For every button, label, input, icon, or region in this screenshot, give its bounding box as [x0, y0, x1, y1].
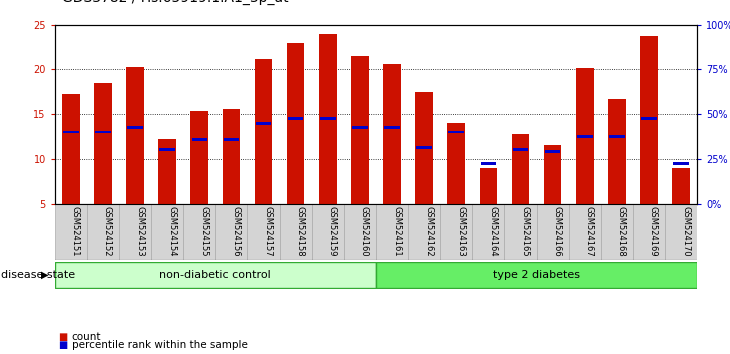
- Text: GSM524169: GSM524169: [649, 206, 658, 257]
- Bar: [352, 126, 368, 129]
- Bar: [448, 131, 464, 133]
- Bar: [191, 138, 207, 141]
- Bar: [440, 204, 472, 260]
- Bar: [191, 112, 208, 204]
- Text: ▶: ▶: [42, 270, 49, 280]
- Text: ■: ■: [58, 332, 68, 342]
- Text: GSM524164: GSM524164: [488, 206, 497, 257]
- Text: type 2 diabetes: type 2 diabetes: [493, 270, 580, 280]
- Bar: [255, 59, 272, 204]
- Bar: [55, 204, 87, 260]
- Text: GSM524166: GSM524166: [553, 206, 561, 257]
- Bar: [62, 93, 80, 204]
- Bar: [312, 204, 344, 260]
- Text: GSM524163: GSM524163: [456, 206, 465, 257]
- Text: GSM524157: GSM524157: [264, 206, 272, 257]
- Bar: [641, 117, 657, 120]
- Text: GSM524167: GSM524167: [585, 206, 593, 257]
- Text: GSM524152: GSM524152: [103, 206, 112, 256]
- Bar: [288, 117, 304, 120]
- Text: GDS3782 / Hs.65919.1.A1_3p_at: GDS3782 / Hs.65919.1.A1_3p_at: [62, 0, 288, 5]
- Bar: [447, 123, 465, 204]
- Bar: [608, 99, 626, 204]
- Bar: [416, 146, 432, 149]
- Bar: [601, 204, 633, 260]
- Bar: [673, 162, 689, 165]
- Bar: [223, 109, 240, 204]
- Bar: [640, 35, 658, 204]
- Text: GSM524160: GSM524160: [360, 206, 369, 257]
- Bar: [376, 262, 697, 288]
- Bar: [512, 148, 529, 152]
- Bar: [280, 204, 312, 260]
- Bar: [95, 131, 111, 133]
- Bar: [63, 131, 79, 133]
- Bar: [537, 204, 569, 260]
- Bar: [158, 139, 176, 204]
- Bar: [376, 204, 408, 260]
- Bar: [577, 135, 593, 138]
- Bar: [408, 204, 440, 260]
- Text: percentile rank within the sample: percentile rank within the sample: [72, 340, 247, 350]
- Bar: [287, 43, 304, 204]
- Text: GSM524161: GSM524161: [392, 206, 401, 257]
- Bar: [569, 204, 601, 260]
- Text: GSM524168: GSM524168: [617, 206, 626, 257]
- Bar: [512, 134, 529, 204]
- Bar: [126, 67, 144, 204]
- Bar: [320, 117, 336, 120]
- Text: GSM524156: GSM524156: [231, 206, 240, 257]
- Text: GSM524162: GSM524162: [424, 206, 433, 257]
- Text: GSM524170: GSM524170: [681, 206, 690, 257]
- Bar: [255, 122, 272, 125]
- Bar: [344, 204, 376, 260]
- Bar: [215, 204, 247, 260]
- Bar: [127, 126, 143, 129]
- Text: GSM524158: GSM524158: [296, 206, 304, 257]
- Bar: [545, 150, 561, 153]
- Bar: [472, 204, 504, 260]
- Bar: [87, 204, 119, 260]
- Bar: [384, 126, 400, 129]
- Bar: [633, 204, 665, 260]
- Bar: [94, 83, 112, 204]
- Text: disease state: disease state: [1, 270, 76, 280]
- Bar: [609, 135, 625, 138]
- Bar: [351, 56, 369, 204]
- Bar: [183, 204, 215, 260]
- Text: ■: ■: [58, 340, 68, 350]
- Text: GSM524151: GSM524151: [71, 206, 80, 256]
- Bar: [223, 138, 239, 141]
- Bar: [480, 168, 497, 204]
- Text: GSM524153: GSM524153: [135, 206, 144, 257]
- Text: count: count: [72, 332, 101, 342]
- Bar: [480, 162, 496, 165]
- Bar: [383, 64, 401, 204]
- Bar: [55, 262, 376, 288]
- Bar: [665, 204, 697, 260]
- Bar: [672, 168, 690, 204]
- Text: GSM524159: GSM524159: [328, 206, 337, 256]
- Bar: [247, 204, 280, 260]
- Text: GSM524155: GSM524155: [199, 206, 208, 256]
- Text: non-diabetic control: non-diabetic control: [159, 270, 272, 280]
- Bar: [159, 148, 175, 152]
- Bar: [544, 144, 561, 204]
- Bar: [151, 204, 183, 260]
- Bar: [319, 34, 337, 204]
- Text: GSM524165: GSM524165: [520, 206, 529, 257]
- Bar: [576, 68, 593, 204]
- Bar: [119, 204, 151, 260]
- Bar: [504, 204, 537, 260]
- Bar: [415, 92, 433, 204]
- Text: GSM524154: GSM524154: [167, 206, 176, 256]
